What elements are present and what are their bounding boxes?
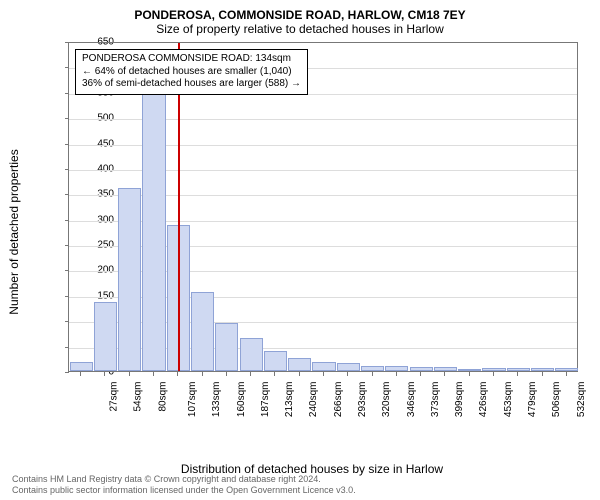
xtick-label: 479sqm [527,382,538,418]
xtick-label: 293sqm [357,382,368,418]
chart-area: Number of detached properties 0501001502… [32,42,592,422]
footer-line1: Contains HM Land Registry data © Crown c… [12,474,588,485]
histogram-bar [191,292,214,371]
histogram-bar [434,367,457,371]
histogram-bar [264,351,287,371]
xtick-mark [420,372,421,376]
xtick-label: 399sqm [454,382,465,418]
chart-container: PONDEROSA, COMMONSIDE ROAD, HARLOW, CM18… [0,0,600,500]
histogram-bar [215,323,238,371]
xtick-label: 506sqm [551,382,562,418]
xtick-mark [104,372,105,376]
histogram-bar [142,89,165,371]
xtick-label: 160sqm [236,382,247,418]
histogram-bar [555,368,578,371]
xtick-label: 133sqm [211,382,222,418]
histogram-bar [337,363,360,371]
histogram-bar [118,188,141,371]
xtick-mark [493,372,494,376]
xtick-mark [469,372,470,376]
xtick-mark [299,372,300,376]
histogram-bar [94,302,117,371]
histogram-bar [507,368,530,371]
xtick-mark [517,372,518,376]
xtick-label: 187sqm [260,382,271,418]
annotation-line3: 36% of semi-detached houses are larger (… [82,78,301,91]
xtick-label: 80sqm [157,382,168,412]
xtick-mark [396,372,397,376]
xtick-label: 240sqm [309,382,320,418]
xtick-label: 266sqm [333,382,344,418]
xtick-mark [323,372,324,376]
xtick-label: 107sqm [187,382,198,418]
footer-attribution: Contains HM Land Registry data © Crown c… [12,474,588,496]
footer-line2: Contains public sector information licen… [12,485,588,496]
histogram-bar [385,366,408,371]
xtick-mark [129,372,130,376]
xtick-mark [542,372,543,376]
chart-subtitle: Size of property relative to detached ho… [12,22,588,36]
histogram-bar [312,362,335,371]
xtick-label: 213sqm [284,382,295,418]
ytick-mark [65,372,69,373]
xtick-mark [80,372,81,376]
y-axis-label: Number of detached properties [7,149,21,314]
histogram-bar [288,358,311,371]
xtick-label: 27sqm [109,382,120,412]
histogram-bar [482,368,505,371]
annotation-line2: ← 64% of detached houses are smaller (1,… [82,66,301,79]
annotation-box: PONDEROSA COMMONSIDE ROAD: 134sqm ← 64% … [75,49,308,95]
annotation-line1: PONDEROSA COMMONSIDE ROAD: 134sqm [82,53,301,66]
xtick-label: 346sqm [406,382,417,418]
xtick-label: 426sqm [479,382,490,418]
xtick-mark [347,372,348,376]
xtick-label: 320sqm [381,382,392,418]
xtick-mark [202,372,203,376]
histogram-bar [410,367,433,371]
xtick-mark [274,372,275,376]
histogram-bar [458,369,481,371]
chart-title: PONDEROSA, COMMONSIDE ROAD, HARLOW, CM18… [12,8,588,22]
xtick-mark [566,372,567,376]
xtick-mark [153,372,154,376]
xtick-label: 453sqm [503,382,514,418]
plot-area: PONDEROSA COMMONSIDE ROAD: 134sqm ← 64% … [68,42,578,372]
xtick-mark [250,372,251,376]
xtick-mark [177,372,178,376]
histogram-bar [240,338,263,371]
xtick-mark [226,372,227,376]
xtick-label: 532sqm [576,382,587,418]
histogram-bar [70,362,93,371]
histogram-bar [361,366,384,371]
xtick-label: 54sqm [133,382,144,412]
xtick-mark [372,372,373,376]
histogram-bar [531,368,554,371]
xtick-mark [444,372,445,376]
xtick-label: 373sqm [430,382,441,418]
